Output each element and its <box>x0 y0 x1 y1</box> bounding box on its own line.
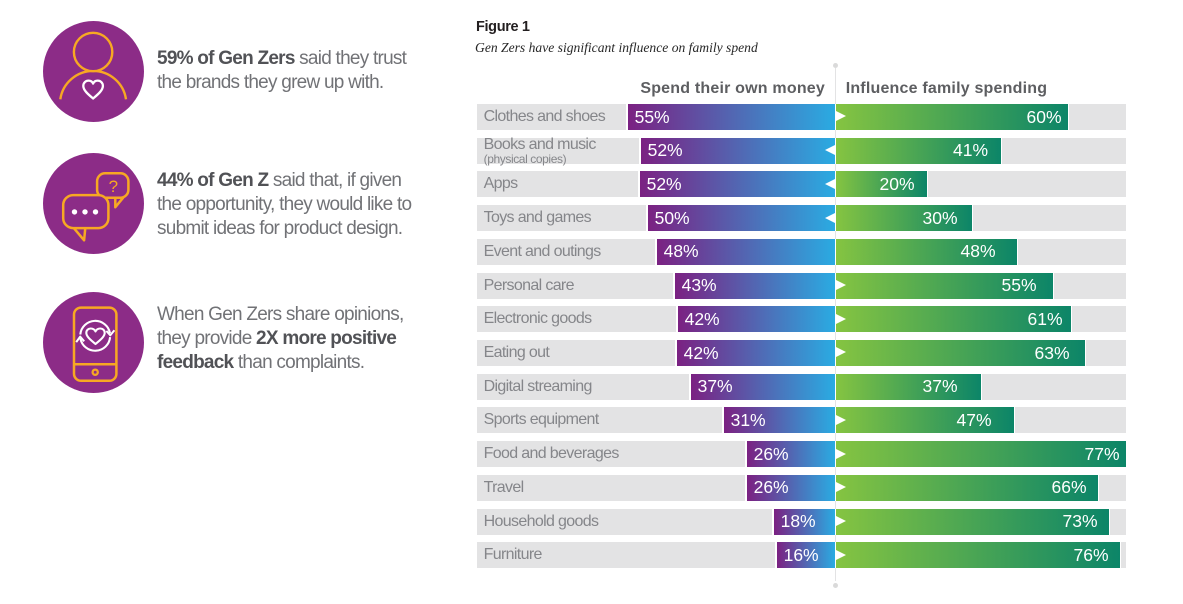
svg-text:?: ? <box>108 176 117 195</box>
